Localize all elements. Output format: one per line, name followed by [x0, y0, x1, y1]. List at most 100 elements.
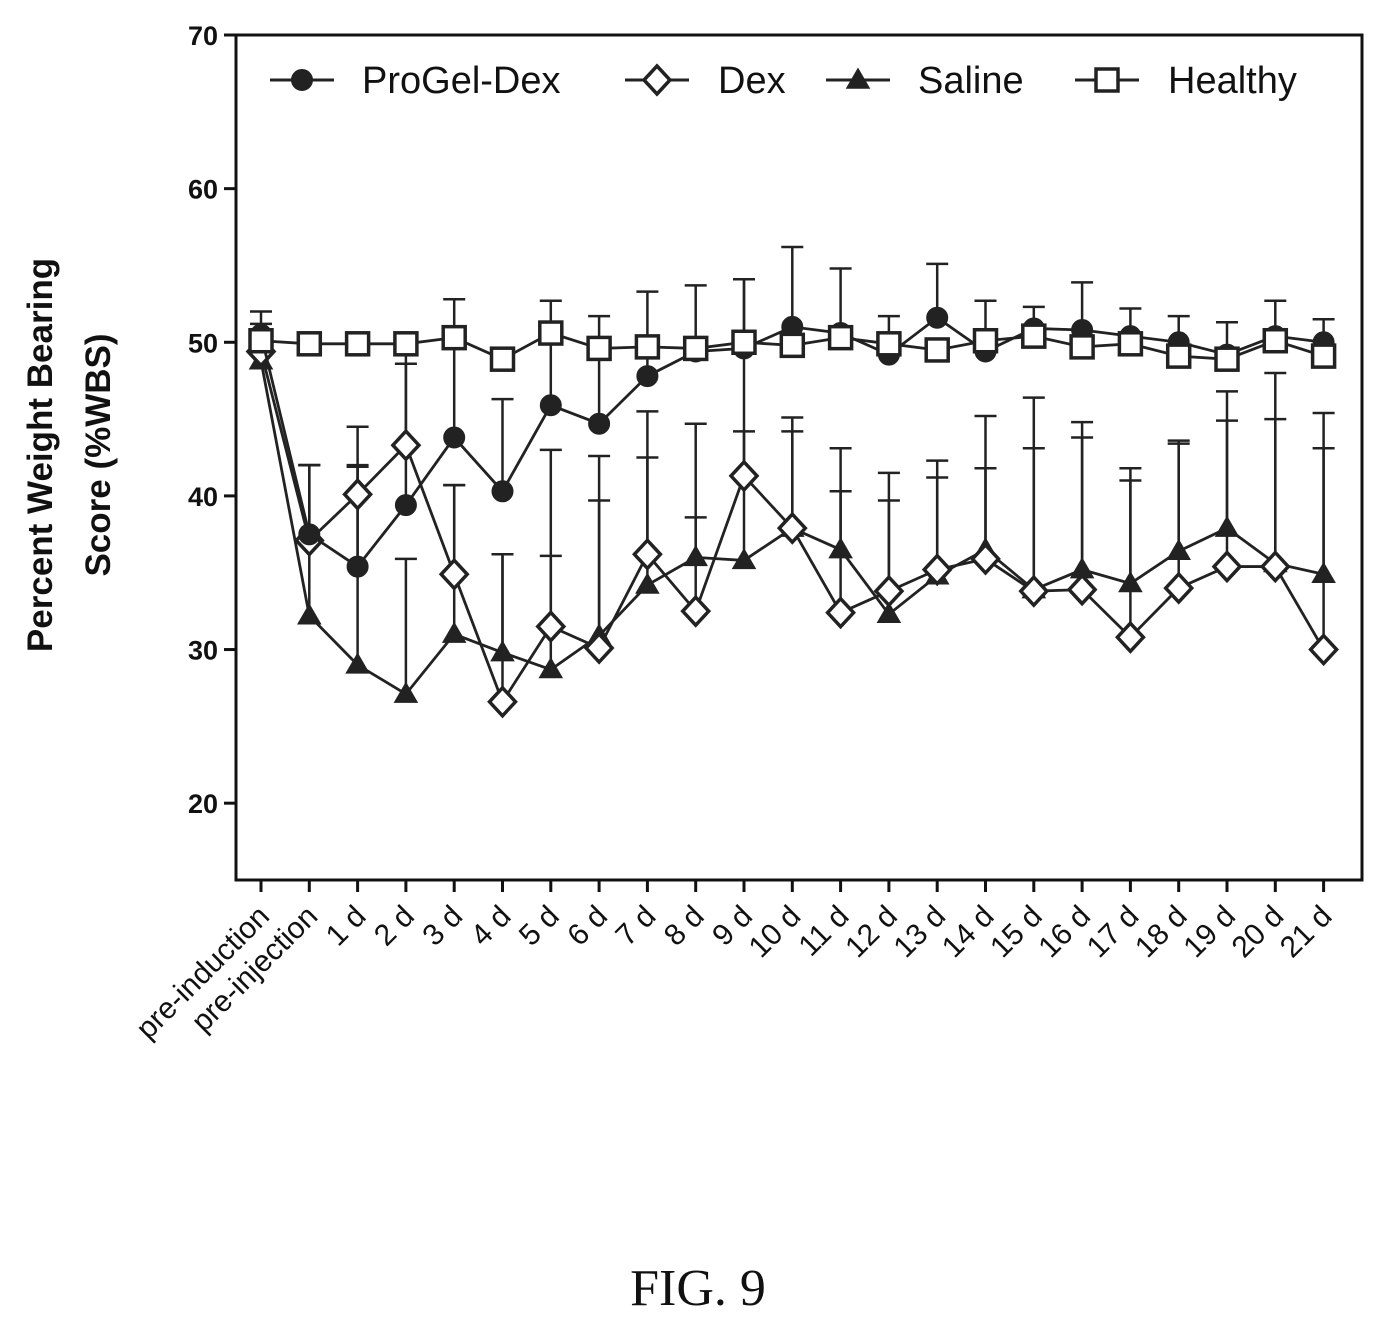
point-saline — [1214, 515, 1240, 537]
legend-label: ProGel-Dex — [362, 60, 561, 102]
point-dex — [728, 459, 760, 493]
point-saline — [635, 572, 660, 594]
y-axis-label: Percent Weight Bearing Score (%WBS) — [21, 258, 118, 652]
legend-label: Healthy — [1168, 60, 1297, 102]
x-tick-label: 2 d — [368, 900, 421, 953]
y-tick-label: 40 — [188, 482, 218, 512]
legend: ProGel-Dex Dex Saline Healthy — [270, 60, 1297, 102]
point-healthy — [1262, 327, 1289, 354]
point-healthy — [441, 324, 467, 351]
x-tick-label: 8 d — [658, 900, 711, 953]
y-tick-label: 50 — [188, 328, 218, 358]
point-dex — [873, 574, 905, 608]
point-healthy — [779, 332, 806, 359]
point-saline — [296, 603, 322, 625]
legend-marker-dex — [641, 63, 673, 97]
chart-axes — [234, 33, 1364, 882]
point-saline — [731, 547, 757, 570]
point-dex — [825, 596, 856, 630]
x-tick-label: 4 d — [465, 900, 518, 953]
point-dex — [1211, 550, 1243, 584]
point-healthy — [924, 337, 950, 363]
point-progel-dex — [298, 523, 321, 546]
point-saline — [538, 657, 564, 679]
x-tick-label: 10 d — [743, 900, 808, 965]
point-progel-dex — [636, 365, 659, 388]
legend-item-dex: Dex — [625, 60, 786, 102]
x-tick-label: 5 d — [513, 900, 566, 953]
point-dex — [921, 553, 953, 587]
x-tick-label: 1 d — [320, 900, 373, 953]
legend-item-saline: Saline — [826, 60, 1024, 102]
point-saline — [683, 544, 709, 567]
legend-marker-progel-dex — [291, 69, 313, 91]
x-tick-label: 17 d — [1081, 900, 1146, 965]
point-progel-dex — [443, 426, 466, 449]
x-tick-label: 13 d — [888, 900, 953, 965]
point-dex — [680, 594, 712, 628]
point-progel-dex — [491, 480, 514, 503]
point-progel-dex — [394, 494, 417, 517]
point-progel-dex — [346, 555, 369, 578]
point-healthy — [489, 346, 516, 372]
x-tick-label: 3 d — [416, 900, 469, 953]
point-dex — [1018, 574, 1050, 608]
legend-label: Dex — [718, 60, 786, 102]
point-healthy — [827, 324, 854, 351]
x-tick-label: 21 d — [1274, 900, 1339, 965]
legend-marker-saline — [845, 67, 871, 89]
point-dex — [1308, 632, 1339, 667]
point-progel-dex — [588, 412, 611, 435]
point-saline — [1166, 538, 1192, 560]
point-healthy — [634, 334, 661, 360]
point-dex — [970, 542, 1001, 576]
point-dex — [535, 609, 567, 644]
x-tick-label: 7 d — [610, 900, 663, 953]
point-healthy — [1021, 323, 1047, 349]
x-tick-label: 16 d — [1032, 900, 1097, 965]
y-tick-label: 70 — [188, 21, 218, 51]
x-tick-label: 11 d — [792, 900, 855, 963]
point-saline — [345, 652, 370, 674]
point-healthy — [1310, 343, 1337, 369]
y-axis-ticks: 20 30 40 50 60 70 — [188, 21, 236, 819]
point-healthy — [1165, 343, 1192, 369]
legend-item-healthy: Healthy — [1075, 60, 1297, 102]
point-saline — [1118, 570, 1143, 593]
legend-label: Saline — [918, 60, 1024, 102]
point-progel-dex — [539, 394, 562, 417]
series-healthy — [248, 320, 1337, 372]
point-dex — [1115, 620, 1146, 654]
point-healthy — [248, 327, 274, 354]
error-bars — [250, 245, 1335, 702]
point-saline — [828, 537, 853, 559]
point-saline — [1311, 561, 1336, 584]
y-tick-label: 30 — [188, 636, 218, 666]
y-tick-label: 60 — [188, 175, 218, 205]
y-tick-label: 20 — [188, 789, 218, 819]
point-saline — [876, 601, 902, 623]
point-progel-dex — [926, 306, 949, 329]
point-dex — [390, 428, 422, 462]
point-healthy — [296, 331, 323, 357]
point-dex — [1259, 550, 1291, 584]
point-healthy — [682, 335, 709, 362]
point-saline — [490, 640, 515, 662]
x-tick-label: 6 d — [561, 900, 614, 953]
y-axis-label-line-1: Percent Weight Bearing — [21, 258, 60, 652]
point-healthy — [1214, 346, 1240, 372]
point-dex — [342, 477, 373, 511]
point-healthy — [972, 327, 999, 354]
point-healthy — [876, 331, 902, 357]
point-dex — [583, 631, 615, 665]
point-healthy — [538, 320, 564, 346]
point-dex — [487, 685, 518, 719]
series-layer — [245, 245, 1339, 719]
figure-caption: FIG. 9 — [630, 1260, 766, 1317]
series-dex — [245, 334, 1339, 719]
point-healthy — [1117, 331, 1144, 357]
point-dex — [1066, 573, 1098, 607]
point-healthy — [393, 331, 419, 357]
point-saline — [441, 621, 467, 643]
